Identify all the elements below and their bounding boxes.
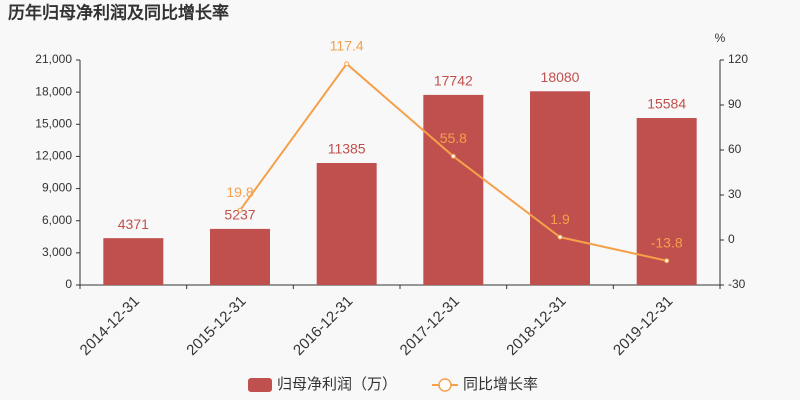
y-tick-label: 9,000 bbox=[42, 181, 72, 195]
line-value-label: 19.8 bbox=[226, 184, 253, 200]
legend-label: 同比增长率 bbox=[463, 376, 538, 393]
bar bbox=[423, 94, 484, 286]
bar-value-label: 15584 bbox=[647, 96, 686, 112]
y2-tick-label: 120 bbox=[728, 52, 748, 66]
line-point bbox=[344, 61, 350, 67]
bar bbox=[103, 238, 164, 285]
y-tick-label: 12,000 bbox=[35, 149, 72, 163]
y2-tick-label: 60 bbox=[728, 142, 742, 156]
line-value-label: -13.8 bbox=[651, 234, 683, 250]
line-value-label: 117.4 bbox=[330, 38, 364, 54]
line-point bbox=[664, 258, 670, 264]
bar bbox=[210, 228, 270, 285]
line-value-label: 55.8 bbox=[440, 130, 467, 146]
bar bbox=[530, 91, 590, 286]
y-tick-label: 18,000 bbox=[35, 84, 72, 98]
legend-swatch bbox=[248, 378, 272, 392]
y-tick-label: 21,000 bbox=[35, 52, 72, 66]
bar bbox=[316, 163, 377, 285]
y2-tick-label: -30 bbox=[728, 277, 746, 291]
y2-axis-label: % bbox=[715, 31, 726, 45]
bar-value-label: 11385 bbox=[328, 141, 366, 157]
bar-value-label: 17742 bbox=[434, 73, 473, 89]
y2-tick-label: 90 bbox=[728, 97, 742, 111]
bar-value-label: 18080 bbox=[541, 69, 580, 85]
y2-tick-label: 0 bbox=[728, 232, 735, 246]
y-tick-label: 6,000 bbox=[42, 213, 72, 227]
line-point bbox=[237, 207, 243, 213]
legend-label: 归母净利润（万） bbox=[277, 376, 397, 393]
bar-value-label: 5237 bbox=[224, 207, 255, 223]
line-point bbox=[450, 153, 456, 159]
y-tick-label: 0 bbox=[65, 277, 72, 291]
bar-value-label: 4371 bbox=[118, 216, 149, 232]
y-tick-label: 15,000 bbox=[35, 116, 72, 130]
chart-title: 历年归母净利润及同比增长率 bbox=[8, 2, 229, 22]
line-point bbox=[557, 234, 563, 240]
line-value-label: 1.9 bbox=[550, 211, 570, 227]
y2-tick-label: 30 bbox=[728, 187, 742, 201]
y-tick-label: 3,000 bbox=[42, 245, 72, 259]
legend-swatch bbox=[438, 378, 452, 392]
